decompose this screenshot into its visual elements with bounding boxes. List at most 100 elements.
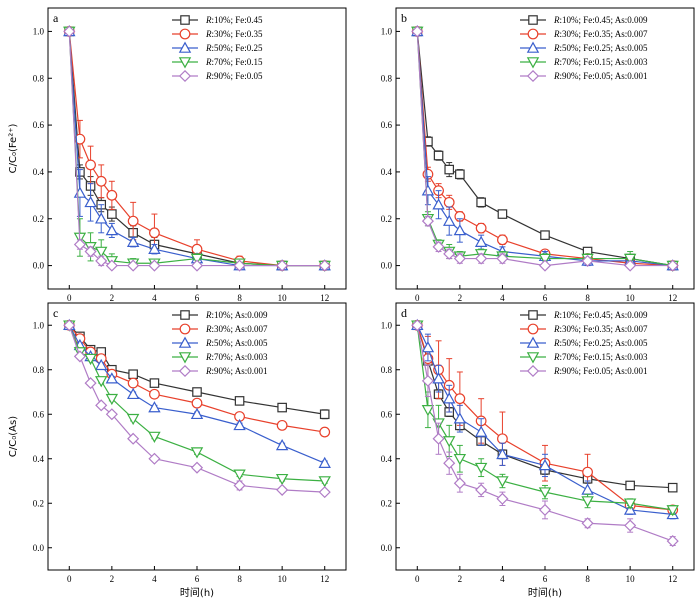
data-point: [581, 517, 594, 530]
y-tick-label: 0.6: [381, 409, 393, 419]
data-point: [275, 473, 289, 486]
data-point: [411, 25, 424, 38]
panel-label: b: [401, 11, 407, 25]
data-point: [95, 175, 107, 187]
data-point: [623, 253, 637, 265]
x-tick-label: 6: [543, 574, 548, 584]
data-point: [94, 246, 108, 258]
legend-marker: [178, 364, 192, 378]
legend-entry: R:90%; Fe:0.05; As:0.001: [553, 366, 648, 376]
y-tick-label: 0.8: [33, 365, 45, 375]
legend-marker: [180, 15, 190, 25]
y-tick-label: 0.4: [33, 167, 45, 177]
data-point: [277, 402, 287, 413]
panel-label: d: [401, 306, 407, 320]
data-point: [496, 492, 509, 505]
series-line: [68, 31, 325, 267]
series-3: [63, 24, 331, 271]
data-point: [421, 374, 434, 387]
data-point: [497, 234, 508, 246]
x-tick-label: 12: [320, 293, 329, 303]
data-point: [233, 259, 246, 272]
x-tick-label: 0: [67, 574, 72, 584]
data-point: [84, 245, 97, 258]
x-tick-label: 2: [458, 293, 463, 303]
data-point: [318, 476, 331, 488]
data-point: [126, 235, 140, 247]
data-point: [442, 436, 456, 448]
legend-entry: R:90%; Fe:0.05; As:0.001: [553, 71, 648, 81]
x-tick-label: 8: [585, 293, 590, 303]
data-point: [432, 372, 445, 384]
data-point: [475, 483, 488, 496]
data-point: [538, 503, 552, 516]
data-point: [276, 419, 288, 431]
x-tick-label: 0: [415, 574, 420, 584]
data-point: [476, 197, 486, 208]
data-point: [432, 240, 445, 253]
data-point: [581, 254, 594, 267]
data-point: [455, 169, 465, 180]
data-point: [453, 477, 466, 490]
data-point: [496, 447, 509, 460]
data-point: [421, 215, 434, 228]
data-point: [105, 408, 118, 421]
data-point: [275, 438, 289, 451]
series-line: [68, 31, 325, 267]
legend: R:10%; Fe:0.45 R:30%; Fe:0.35 R:50%; Fe:0.…: [172, 15, 263, 83]
data-point: [148, 242, 161, 254]
x-tick-label: 4: [152, 574, 157, 584]
data-point: [127, 432, 140, 445]
y-tick-label: 1.0: [33, 320, 45, 330]
legend-entry: R:30%; Fe:0.35; As:0.007: [553, 29, 648, 39]
data-point: [443, 196, 455, 208]
x-tick-label: 10: [626, 293, 636, 303]
y-axis-title: C/C₀(Fe²⁺): [8, 124, 19, 174]
legend-entry: R:70%; Fe:0.15: [205, 57, 263, 67]
data-point: [148, 431, 161, 443]
x-tick-label: 10: [278, 574, 288, 584]
data-point: [105, 259, 118, 272]
x-tick-label: 8: [237, 574, 242, 584]
y-tick-label: 1.0: [33, 26, 45, 36]
data-point: [233, 418, 246, 431]
data-point: [538, 253, 552, 265]
x-axis-title: 时间(h): [180, 586, 214, 599]
data-point: [148, 452, 161, 465]
legend: R:10%; As:0.009 R:30%; As:0.007 R:50%; As:…: [172, 310, 268, 378]
data-point: [148, 401, 161, 413]
series-line: [68, 31, 325, 267]
legend-marker: [178, 41, 192, 53]
x-tick-label: 8: [237, 293, 242, 303]
legend-entry: R:90%; As:0.001: [205, 366, 268, 376]
data-point: [126, 413, 140, 426]
x-tick-label: 2: [110, 574, 115, 584]
x-tick-label: 10: [278, 293, 288, 303]
data-point: [63, 25, 76, 38]
legend-marker: [526, 57, 540, 69]
chart-panel-a: 0 2 4 6 8 10 12 0.0 0.2 0.4 0.6 0.8 1.0 a C/C₀(Fe²⁺) R:…: [8, 7, 347, 303]
data-point: [475, 222, 487, 234]
data-point: [318, 486, 331, 499]
data-point: [474, 425, 488, 437]
legend-entry: R:10%; As:0.009: [205, 310, 268, 320]
data-point: [85, 159, 96, 171]
legend-marker: [526, 364, 540, 378]
data-point: [126, 387, 140, 400]
legend-entry: R:70%; Fe:0.15; As:0.003: [553, 57, 648, 67]
series-line: [68, 31, 325, 267]
data-point: [84, 353, 97, 366]
data-point: [190, 259, 204, 272]
data-point: [538, 487, 552, 499]
x-tick-label: 4: [500, 293, 505, 303]
y-tick-label: 0.0: [381, 261, 393, 271]
x-tick-label: 8: [585, 574, 590, 584]
data-point: [191, 397, 203, 409]
legend-marker: [178, 352, 192, 364]
series-5: [63, 25, 331, 272]
data-point: [73, 186, 87, 198]
data-point: [497, 209, 508, 219]
chart-panel-d: 0 2 4 6 8 10 12 0.0 0.2 0.4 0.6 0.8 1.0 d 时间(h) R:10%; …: [381, 302, 695, 599]
y-tick-label: 0.8: [381, 73, 393, 83]
y-tick-label: 0.2: [381, 214, 392, 224]
